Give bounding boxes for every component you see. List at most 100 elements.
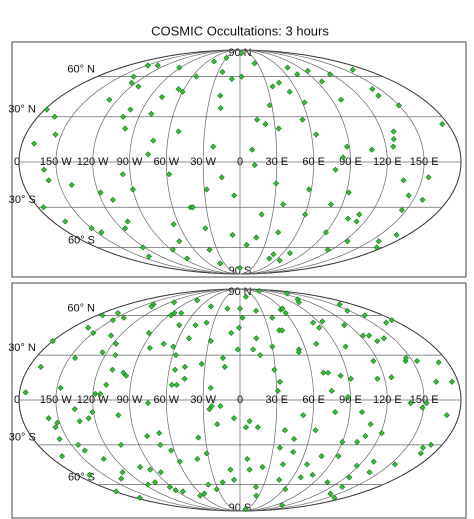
lat-label: 30° N [8,104,36,116]
occultation-point [407,400,414,407]
occultation-point [136,494,143,501]
occultation-point [160,340,167,347]
occultation-point [368,146,375,153]
occultation-point [327,490,334,497]
lat-label: 0 [14,156,20,168]
occultation-point [99,312,106,319]
occultation-point [276,476,283,483]
meridian [165,49,241,275]
occultation-point [197,492,204,499]
lat-label: 0 [14,394,20,406]
occultation-point [40,166,48,173]
occultation-point [327,201,334,208]
occultation-point [367,421,374,428]
occultation-point [325,369,332,376]
lon-label: 150 E [410,394,439,406]
occultation-point [117,441,124,448]
occultation-point [192,322,199,329]
occultation-point [295,349,302,356]
occultation-point [300,412,307,419]
occultation-point [402,355,409,362]
occultation-point [279,461,287,468]
occultation-point [86,471,93,478]
occultation-point [390,136,397,143]
occultation-point [210,58,218,65]
occultation-point [388,374,395,381]
occultation-point [167,312,174,319]
occultation-point [207,303,214,310]
occultation-point [178,310,185,317]
occultation-point [344,393,352,400]
meridian [239,288,351,512]
occultation-point [113,340,120,347]
occultation-point [145,253,152,260]
occultation-point [170,221,177,228]
meridian [165,288,241,512]
occultation-point [229,231,236,238]
occultation-point [169,246,176,253]
occultation-point [286,250,293,257]
occultation-point [324,479,331,486]
occultation-point [193,73,200,80]
occultation-point [354,438,361,445]
occultation-point [319,318,326,325]
occultation-point [284,64,291,71]
occultation-point [85,415,92,422]
occultation-point [144,481,151,488]
lon-label: 60 E [302,394,325,406]
occultation-point [214,421,221,428]
occultation-point [254,424,261,431]
occultation-point [313,131,320,138]
occultation-point [439,121,446,128]
occultation-point [37,363,44,370]
occultation-point [269,83,276,90]
occultation-point [119,171,126,178]
occultation-point [253,483,260,490]
occultation-point [374,375,381,382]
occultation-point [344,143,351,150]
occultation-point [90,329,97,336]
lon-label: 0 [237,394,243,406]
occultation-point [423,400,430,407]
lon-label: 60 W [153,394,179,406]
occultation-point [213,486,220,493]
occultation-point [219,479,226,486]
occultation-point [275,79,283,86]
occultation-point [378,430,385,437]
occultation-point [344,307,351,314]
occultation-point [119,469,126,476]
occultation-point [278,501,286,508]
lon-label: 30 W [190,156,216,168]
occultation-point [340,154,347,161]
occultation-point [290,448,297,455]
occultation-point [279,305,286,312]
occultation-point [244,455,251,462]
occultation-point [356,211,363,218]
occultation-point [448,378,455,385]
occultation-point [366,332,373,339]
figure-title: COSMIC Occultations: 3 hours [151,23,329,38]
occultation-point [181,375,188,382]
lon-label: 150 E [410,156,439,168]
occultation-point [258,211,265,218]
occultation-point [433,378,440,385]
occultation-point [375,92,382,99]
occultation-point [253,492,260,499]
occultation-point [176,64,183,71]
lat-label: 60° N [67,64,95,76]
occultation-point [335,453,342,460]
occultation-point [175,86,182,93]
occultation-point [286,88,293,95]
occultation-point [62,218,69,225]
occultation-point [170,343,177,350]
occultation-point [227,466,234,473]
occultation-point [339,438,346,445]
occultation-point [148,110,155,117]
occultation-point [320,369,327,376]
occultation-point [236,305,244,312]
occultation-point [393,231,400,238]
lon-label: 60 W [153,156,179,168]
occultation-point [302,211,309,218]
occultation-point [301,99,308,106]
occultation-point [172,352,180,359]
